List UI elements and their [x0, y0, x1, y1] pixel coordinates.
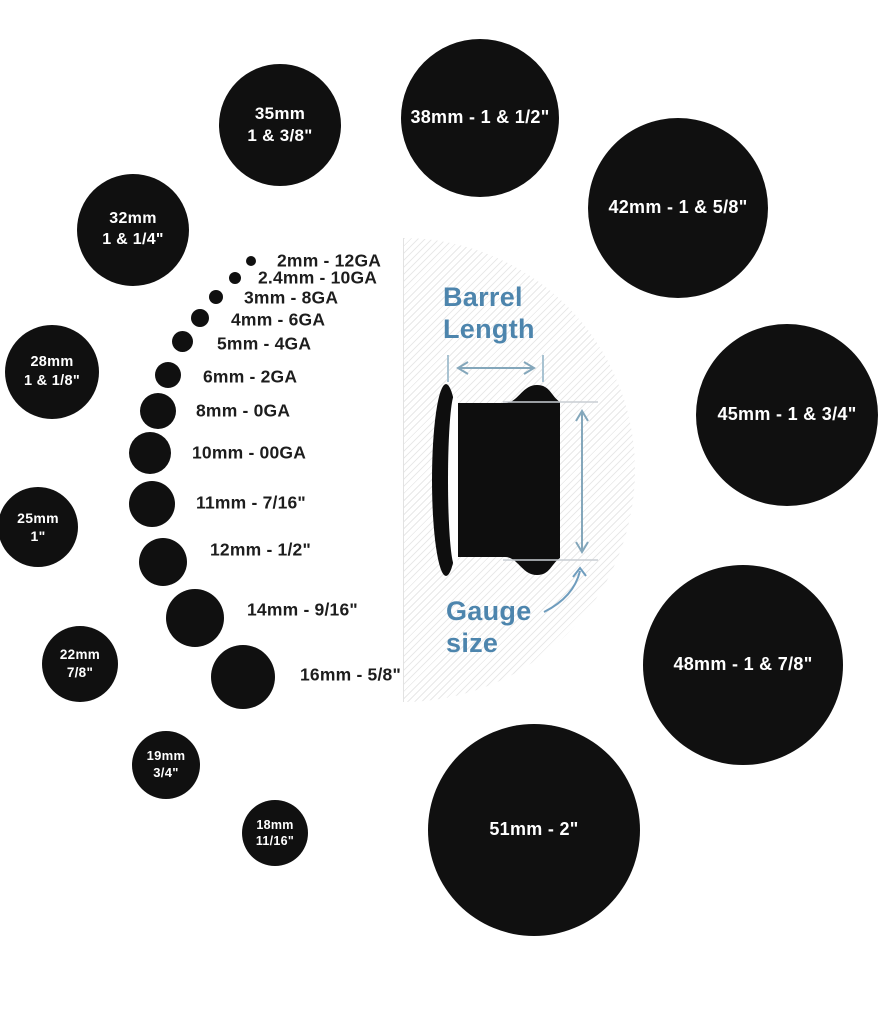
plug-circle-mm-label: 19mm: [146, 748, 186, 764]
gauge-size-arrow: [575, 409, 589, 554]
gauge-size-label: Gauge size: [446, 596, 532, 659]
plug-circle-48mm: 48mm - 1 & 7/8": [643, 565, 843, 765]
gauge-dot-6mm: [155, 362, 181, 388]
plug-circle-inch-label: 1 & 1/8": [23, 373, 81, 389]
plug-circle-22mm: 22mm 7/8": [42, 626, 118, 702]
gauge-dot-4mm: [191, 309, 209, 327]
plug-circle-label: 45mm - 1 & 3/4": [717, 404, 857, 425]
plug-diagram: [432, 355, 598, 613]
gauge-dot-2mm: [246, 256, 256, 266]
plug-circle-inch-label: 1 & 3/8": [247, 126, 313, 145]
gauge-dot-label: 6mm - 2GA: [203, 366, 298, 387]
gauge-dot-8mm: [140, 393, 176, 429]
gauge-dot-label: 4mm - 6GA: [231, 309, 326, 330]
plug-circle-mm-label: 28mm: [30, 354, 74, 371]
barrel-length-ticks: [447, 355, 544, 382]
plug-circle-label: 51mm - 2": [489, 819, 579, 840]
plug-circle-inch-label: 7/8": [66, 665, 94, 680]
gauge-dot-label: 3mm - 8GA: [244, 287, 339, 308]
plug-illustration: [432, 384, 560, 576]
plug-circle-label: 42mm - 1 & 5/8": [608, 197, 748, 218]
plug-circle-32mm: 32mm 1 & 1/4": [77, 174, 189, 286]
barrel-length-arrow: [456, 361, 536, 375]
plug-circle-label: 38mm - 1 & 1/2": [410, 107, 550, 128]
gauge-guide-lines: [503, 401, 598, 561]
barrel-length-label: Barrel Length: [443, 282, 535, 345]
gauge-dot-label: 8mm - 0GA: [196, 400, 291, 421]
gauge-dot-14mm: [166, 589, 224, 647]
plug-circle-18mm: 18mm 11/16": [242, 800, 308, 866]
plug-circle-25mm: 25mm 1": [0, 487, 78, 567]
gauge-dot-label: 5mm - 4GA: [217, 333, 312, 354]
plug-circle-38mm: 38mm - 1 & 1/2": [401, 39, 559, 197]
plug-circle-19mm: 19mm 3/4": [132, 731, 200, 799]
gauge-dot-12mm: [139, 538, 187, 586]
plug-circle-inch-label: 1 & 1/4": [102, 231, 164, 248]
plug-circle-mm-label: 25mm: [17, 509, 59, 526]
gauge-pointer-arrow: [543, 566, 587, 613]
gauge-dot-label: 10mm - 00GA: [192, 442, 307, 463]
plug-barrel: [458, 385, 560, 575]
plug-circle-mm-label: 35mm: [254, 103, 306, 123]
plug-circle-35mm: 35mm 1 & 3/8": [219, 64, 341, 186]
plug-circle-inch-label: 11/16": [255, 834, 295, 848]
gauge-dot-5mm: [172, 331, 193, 352]
gauge-dot-label: 14mm - 9/16": [247, 599, 358, 620]
gauge-dot-label: 2.4mm - 10GA: [258, 267, 378, 288]
plug-circle-51mm: 51mm - 2": [428, 724, 640, 936]
gauge-dot-16mm: [211, 645, 275, 709]
plug-circle-inch-label: 1": [30, 528, 46, 544]
plug-circle-mm-label: 18mm: [256, 817, 294, 832]
plug-circle-inch-label: 3/4": [153, 765, 179, 780]
plug-circle-28mm: 28mm 1 & 1/8": [5, 325, 99, 419]
plug-circle-mm-label: 22mm: [59, 647, 101, 663]
plug-circle-label: 48mm - 1 & 7/8": [673, 654, 813, 675]
gauge-dot-label: 16mm - 5/8": [300, 664, 401, 685]
gauge-dot-2-4mm: [229, 272, 241, 284]
gauge-dot-label: 12mm - 1/2": [210, 539, 311, 560]
gauge-dot-label: 2mm - 12GA: [277, 250, 382, 271]
plug-circle-mm-label: 32mm: [109, 210, 157, 228]
gauge-dot-11mm: [129, 481, 175, 527]
plug-circle-45mm: 45mm - 1 & 3/4": [696, 324, 878, 506]
plug-circle-42mm: 42mm - 1 & 5/8": [588, 118, 768, 298]
gauge-dot-label: 11mm - 7/16": [196, 492, 306, 513]
gauge-dot-3mm: [209, 290, 223, 304]
gauge-dot-10mm: [129, 432, 171, 474]
